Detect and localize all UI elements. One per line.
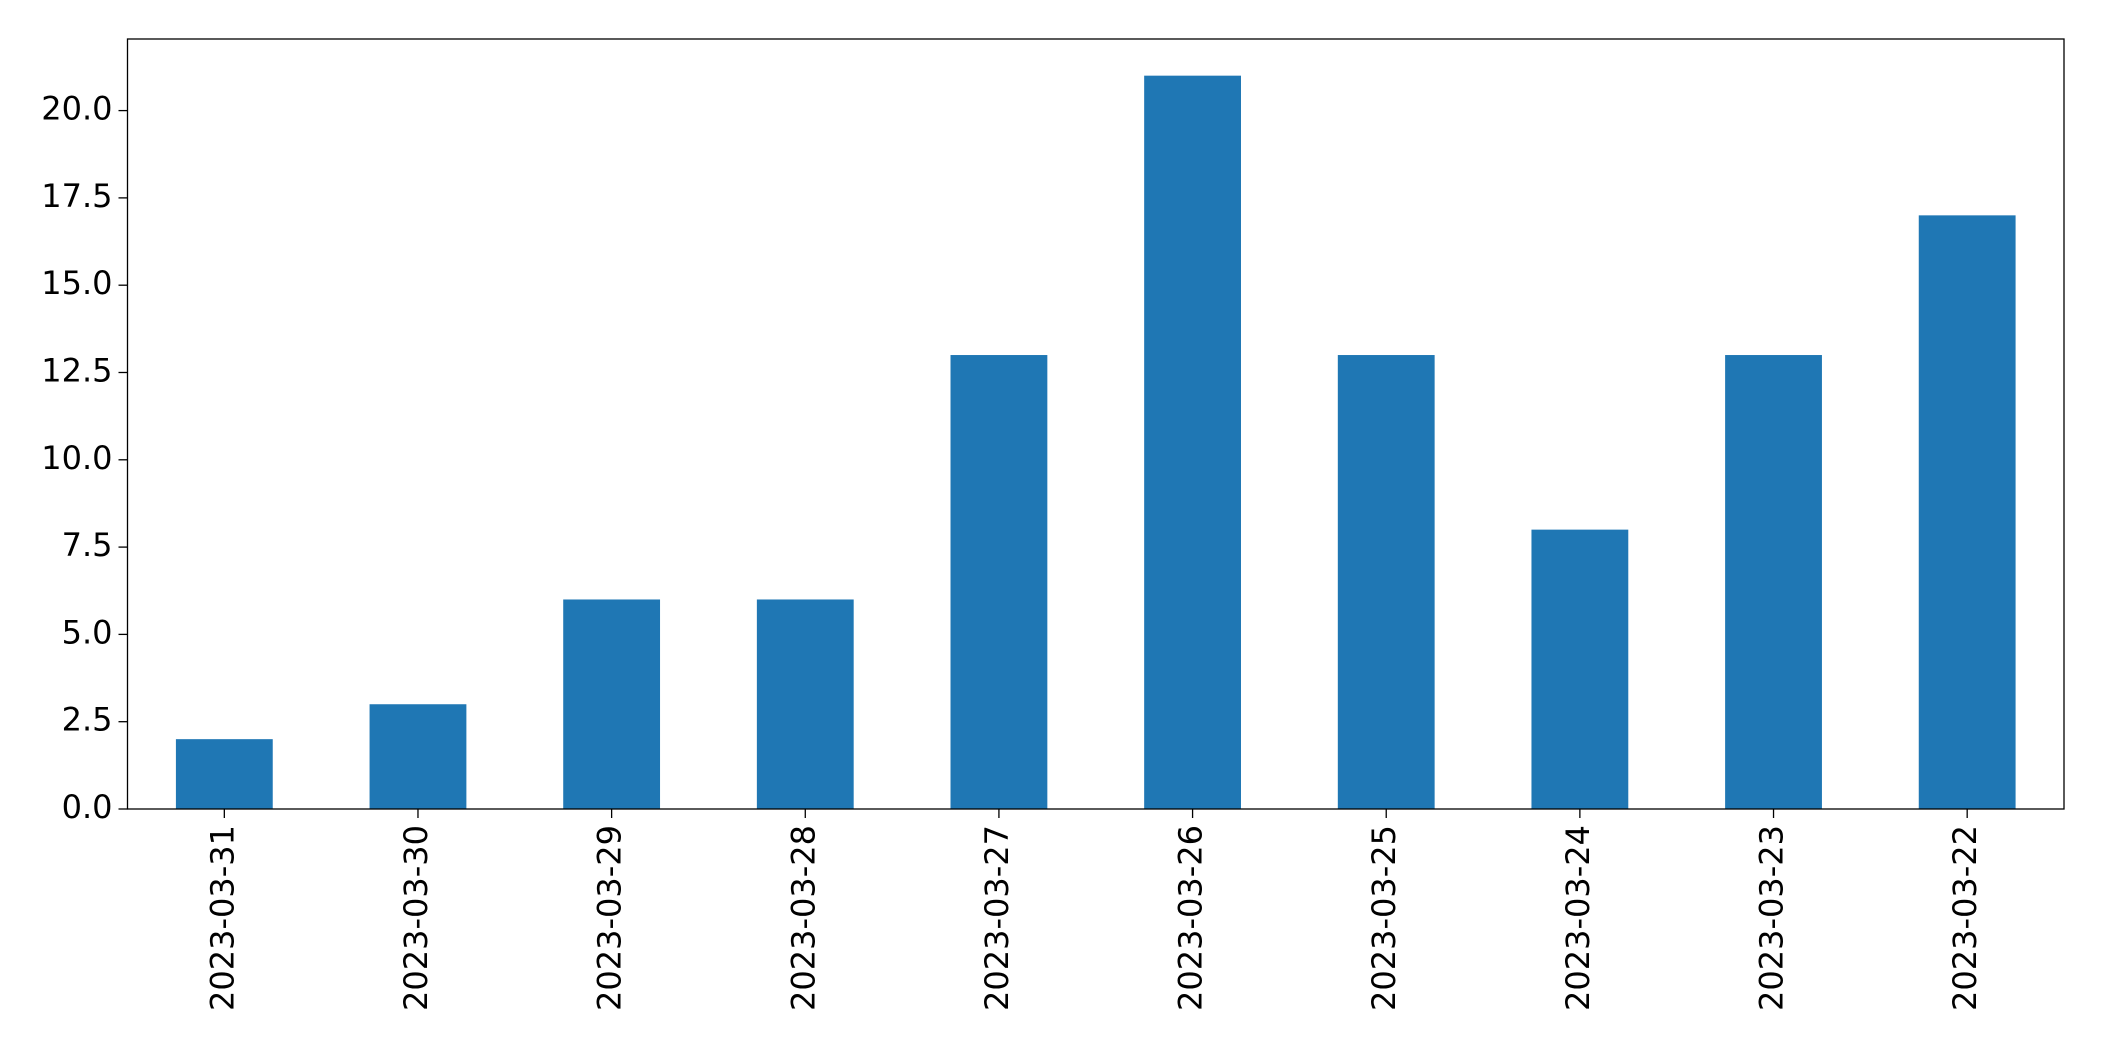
y-tick-label: 5.0 [62,613,113,651]
bar [1531,529,1629,809]
bar [563,599,661,809]
y-tick-label: 2.5 [62,701,113,739]
x-tick-label: 2023-03-28 [784,825,822,1011]
bar [756,599,854,809]
bar [369,704,467,809]
bar [950,355,1048,809]
bar [175,739,273,809]
bar [1144,75,1241,809]
x-tick-label: 2023-03-30 [397,825,435,1011]
y-tick-label: 7.5 [62,526,113,564]
bar [1337,355,1435,809]
y-tick-label: 20.0 [41,90,112,128]
x-tick-label: 2023-03-27 [978,825,1016,1011]
y-tick-label: 0.0 [62,788,113,826]
x-tick-label: 2023-03-26 [1172,825,1210,1011]
x-tick-label: 2023-03-29 [591,825,629,1011]
x-tick-label: 2023-03-22 [1946,825,1984,1011]
x-tick-label: 2023-03-31 [203,825,241,1011]
y-tick-label: 15.0 [41,264,112,302]
y-tick-label: 12.5 [41,351,112,389]
bar [1918,215,2016,809]
y-tick-label: 10.0 [41,439,112,477]
y-tick-label: 17.5 [41,177,112,215]
x-tick-label: 2023-03-24 [1559,825,1597,1011]
bar [1725,355,1822,809]
x-tick-label: 2023-03-25 [1365,825,1403,1011]
x-tick-label: 2023-03-23 [1753,825,1791,1011]
plot-frame [126,38,2065,810]
